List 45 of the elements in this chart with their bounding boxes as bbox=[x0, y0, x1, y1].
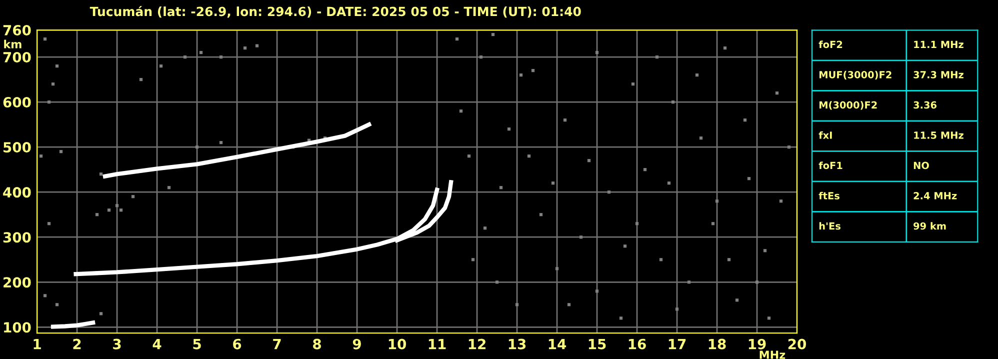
text: 99 km bbox=[914, 222, 946, 230]
text: MUF(3000)F2 bbox=[819, 70, 892, 80]
x-tick-label: 2 bbox=[73, 338, 81, 350]
x-tick-label: 11 bbox=[428, 338, 446, 350]
text: NO bbox=[914, 162, 929, 170]
chart-title: Tucumán (lat: -26.9, lon: 294.6) - DATE: 2025 05 05 - TIME (UT): 01:40 bbox=[90, 6, 581, 18]
text: 11.1 MHz bbox=[914, 40, 964, 48]
text: fxI bbox=[818, 131, 832, 139]
x-tick-label: 7 bbox=[273, 338, 281, 350]
y-tick-label: 400 bbox=[3, 187, 31, 198]
y-tick-label: 200 bbox=[4, 277, 31, 288]
text: ftEs bbox=[818, 192, 840, 200]
x-tick-label: 6 bbox=[233, 338, 242, 350]
x-tick-label: 15 bbox=[588, 338, 606, 350]
y-tick-label: 500 bbox=[4, 142, 31, 153]
y-tick-label: 100 bbox=[4, 322, 31, 333]
x-tick-label: 8 bbox=[313, 338, 321, 350]
x-axis-title: MHz bbox=[760, 350, 786, 359]
x-tick-label: 20 bbox=[788, 338, 806, 350]
text: 2.4 MHz bbox=[914, 192, 957, 200]
text: foF1 bbox=[818, 162, 842, 170]
x-tick-label: 16 bbox=[628, 338, 646, 350]
text: 37.3 MHz bbox=[914, 71, 964, 78]
text: foF2 bbox=[818, 40, 842, 48]
y-tick-label: 300 bbox=[3, 232, 31, 243]
y-tick-label: 600 bbox=[3, 97, 31, 108]
x-tick-label: 14 bbox=[548, 338, 566, 350]
x-tick-label: 12 bbox=[468, 338, 486, 350]
text: 11.5 MHz bbox=[914, 132, 964, 139]
x-tick-label: 4 bbox=[152, 338, 162, 350]
x-tick-label: 13 bbox=[508, 338, 526, 350]
x-tick-label: 17 bbox=[668, 338, 686, 350]
x-tick-label: 19 bbox=[748, 338, 766, 350]
y-axis-title: km bbox=[4, 40, 22, 48]
y-tick-label: 760 bbox=[3, 24, 31, 36]
text: M(3000)F2 bbox=[819, 101, 877, 110]
text: h'Es bbox=[819, 222, 840, 230]
x-tick-label: 18 bbox=[708, 338, 726, 350]
x-tick-label: 3 bbox=[113, 338, 121, 350]
x-tick-label: 10 bbox=[388, 338, 406, 350]
y-tick-label: 700 bbox=[3, 52, 31, 62]
text: 3.36 bbox=[914, 101, 936, 109]
x-tick-label: 9 bbox=[352, 338, 361, 350]
x-tick-label: 1 bbox=[34, 338, 41, 350]
x-tick-label: 5 bbox=[193, 338, 201, 350]
